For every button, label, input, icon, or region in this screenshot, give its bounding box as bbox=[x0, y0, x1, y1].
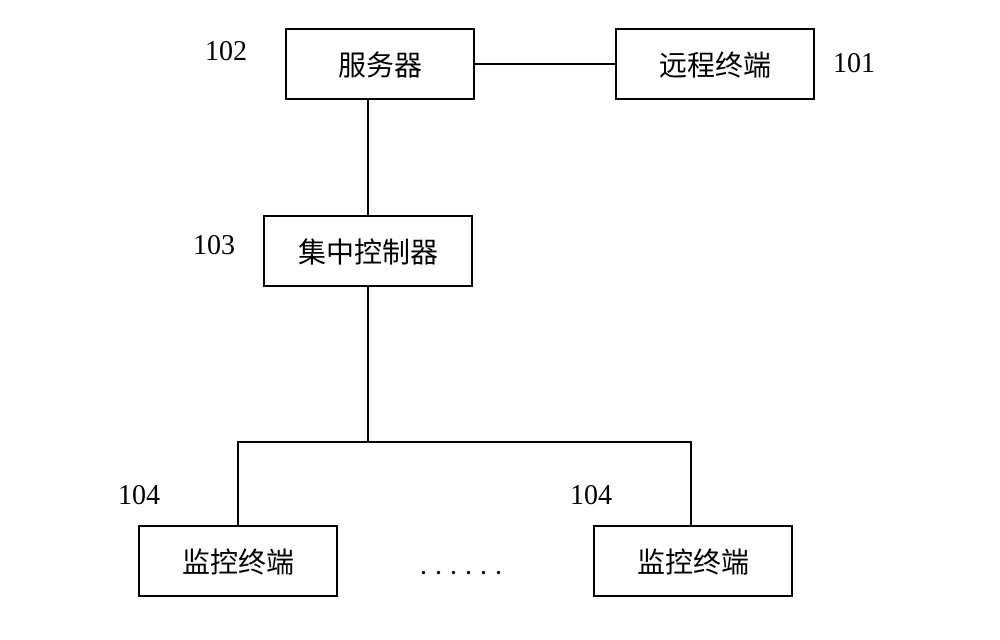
edge-server-controller bbox=[367, 100, 369, 215]
node-central-controller-id: 103 bbox=[193, 230, 235, 262]
node-monitor-terminal-left-id: 104 bbox=[118, 480, 160, 512]
node-central-controller: 集中控制器 bbox=[263, 215, 473, 287]
node-server-label: 服务器 bbox=[338, 44, 422, 84]
edge-junction-monitor-left bbox=[237, 442, 239, 525]
ellipsis: ...... bbox=[420, 550, 510, 582]
node-server-id: 102 bbox=[205, 36, 247, 68]
edge-server-remote bbox=[475, 63, 615, 65]
edge-junction-monitor-right bbox=[690, 442, 692, 525]
node-server: 服务器 bbox=[285, 28, 475, 100]
node-monitor-terminal-left: 监控终端 bbox=[138, 525, 338, 597]
edge-controller-junction bbox=[367, 287, 369, 442]
node-remote-terminal: 远程终端 bbox=[615, 28, 815, 100]
node-remote-terminal-label: 远程终端 bbox=[659, 44, 771, 84]
node-monitor-terminal-right-label: 监控终端 bbox=[637, 541, 749, 581]
edge-junction-horizontal bbox=[237, 441, 692, 443]
node-monitor-terminal-right-id: 104 bbox=[570, 480, 612, 512]
diagram-canvas: 服务器 102 远程终端 101 集中控制器 103 监控终端 104 监控终端… bbox=[0, 0, 1000, 640]
node-monitor-terminal-right: 监控终端 bbox=[593, 525, 793, 597]
node-remote-terminal-id: 101 bbox=[833, 48, 875, 80]
node-monitor-terminal-left-label: 监控终端 bbox=[182, 541, 294, 581]
node-central-controller-label: 集中控制器 bbox=[298, 231, 438, 271]
